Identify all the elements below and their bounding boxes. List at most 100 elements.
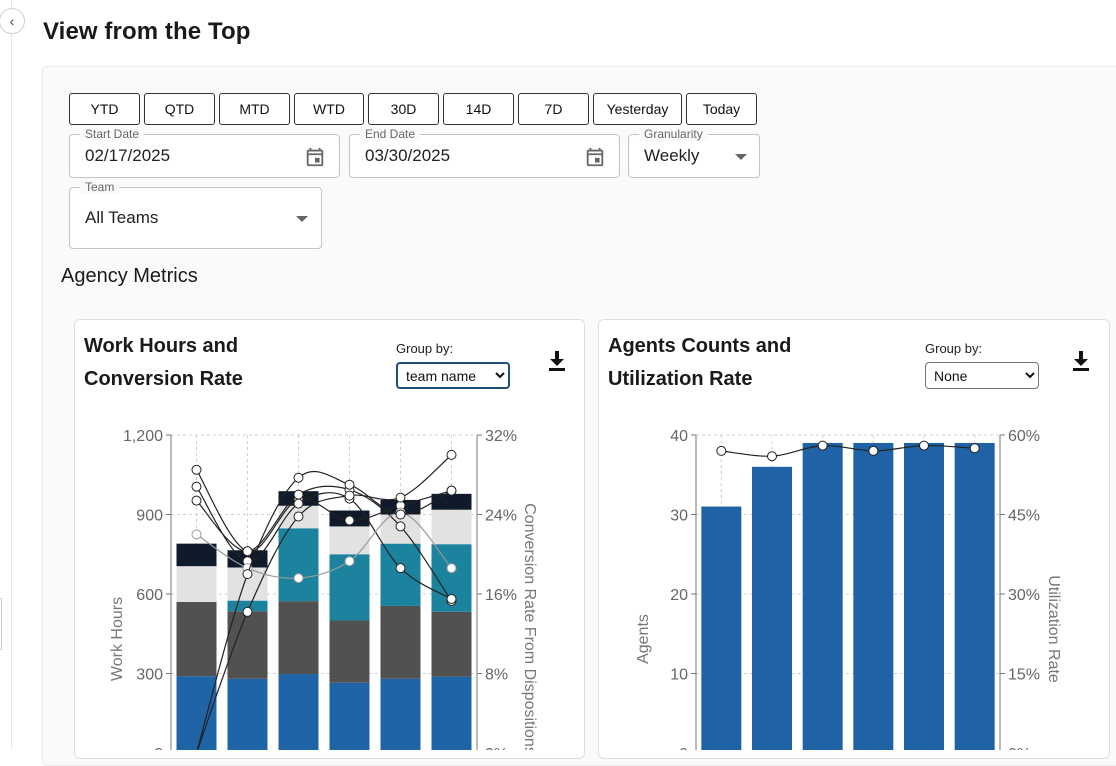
range-button-30d[interactable]: 30D	[368, 93, 439, 125]
granularity-select[interactable]: Granularity Weekly	[628, 127, 760, 178]
line-point	[395, 563, 406, 574]
line-point	[395, 509, 406, 520]
range-button-wtd[interactable]: WTD	[294, 93, 364, 125]
download-icon[interactable]	[1071, 350, 1091, 372]
granularity-value: Weekly	[644, 146, 700, 165]
bar-segment-5	[176, 543, 217, 567]
y2-tick-label: 32%	[485, 428, 517, 445]
range-button-mtd[interactable]: MTD	[219, 93, 290, 125]
line-point	[293, 472, 304, 483]
line-point	[395, 521, 406, 532]
line-point	[344, 479, 355, 490]
agents-chart: 0 10 20 30 40 0% 15% 30% 45% 60% Agents Utilization…	[635, 428, 1062, 750]
y2-tick-label: 16%	[485, 587, 517, 604]
bar-segment-1	[431, 676, 472, 750]
y2-tick-label: 45%	[1008, 508, 1040, 525]
y-tick-label: 0	[154, 746, 163, 750]
agents-card: Agents Counts and Utilization Rate Group…	[598, 319, 1110, 759]
caret-down-icon	[296, 216, 308, 222]
bar-segment-4	[431, 509, 472, 545]
bar-Agents	[752, 466, 792, 750]
line-point	[969, 443, 980, 454]
team-value: All Teams	[85, 208, 159, 227]
line-point	[446, 593, 457, 604]
line-point	[293, 489, 304, 500]
y-tick-label: 40	[670, 428, 688, 445]
bar-segment-4	[176, 566, 217, 602]
card-title: Agents Counts and Utilization Rate	[608, 335, 792, 390]
bar-segment-3	[278, 528, 319, 602]
line-point	[344, 515, 355, 526]
range-button-14d[interactable]: 14D	[443, 93, 514, 125]
y-tick-label: 0	[679, 746, 688, 750]
bar-Agents	[802, 442, 843, 750]
bar-Agents	[904, 442, 944, 750]
range-button-yesterday[interactable]: Yesterday	[593, 93, 682, 125]
line-point	[191, 481, 202, 492]
range-button-today[interactable]: Today	[686, 93, 757, 125]
calendar-icon[interactable]	[304, 146, 326, 168]
line-point	[344, 556, 355, 567]
start-date-value[interactable]: 02/17/2025	[85, 146, 171, 165]
y-tick-label: 20	[670, 587, 688, 604]
group-by-select[interactable]: None	[925, 362, 1039, 389]
y2-tick-label: 15%	[1008, 667, 1040, 684]
bar-Agents	[853, 442, 894, 750]
line-point	[293, 498, 304, 509]
group-by-select[interactable]: team name	[396, 362, 510, 389]
range-button-ytd[interactable]: YTD	[69, 93, 140, 125]
bar-segment-2	[278, 601, 319, 675]
calendar-icon[interactable]	[584, 146, 606, 168]
start-date-field[interactable]: Start Date 02/17/2025	[69, 127, 340, 178]
bar-segment-3	[380, 543, 421, 606]
download-icon[interactable]	[547, 350, 567, 372]
team-label: Team	[80, 180, 120, 194]
granularity-label: Granularity	[639, 127, 708, 141]
line-point	[293, 511, 304, 522]
y2-tick-label: 24%	[485, 508, 517, 525]
page-title: View from the Top	[43, 18, 251, 45]
line-point	[446, 563, 457, 574]
line-point	[919, 440, 929, 451]
bar-segment-5	[431, 493, 472, 510]
team-select[interactable]: Team All Teams	[69, 180, 322, 249]
y2-axis-title: Utilization Rate	[1045, 575, 1062, 683]
y2-tick-label: 0%	[485, 746, 508, 750]
bar-segment-3	[227, 600, 268, 612]
y-axis-title: Work Hours	[109, 597, 126, 681]
bar-segment-2	[176, 601, 217, 677]
range-button-7d[interactable]: 7D	[518, 93, 589, 125]
sidebar-collapse-button[interactable]: ‹	[0, 8, 25, 34]
line-point	[446, 485, 457, 496]
range-button-qtd[interactable]: QTD	[144, 93, 215, 125]
bar-segment-2	[329, 620, 370, 683]
end-date-value[interactable]: 03/30/2025	[365, 146, 451, 165]
bar-segment-2	[380, 605, 421, 679]
line-point	[868, 445, 879, 456]
bar-segment-1	[329, 682, 370, 750]
y-tick-label: 600	[136, 587, 163, 604]
bar-segment-4	[329, 526, 370, 555]
bar-segment-2	[431, 611, 472, 677]
bar-Agents	[701, 506, 742, 750]
y2-tick-label: 8%	[485, 667, 508, 684]
line-point	[191, 495, 202, 506]
bar-segment-2	[227, 611, 268, 679]
end-date-field[interactable]: End Date 03/30/2025	[349, 127, 620, 178]
sidebar-scroll-marker	[0, 598, 2, 650]
y-tick-label: 900	[136, 508, 163, 525]
bar-Agents	[954, 442, 995, 750]
work-hours-chart: 0 300 600 900 1,200 0% 8% 16% 24% 32% Work Hours Co…	[109, 428, 538, 750]
line-point	[446, 449, 457, 460]
left-sidebar	[0, 0, 12, 749]
line-point	[395, 492, 406, 503]
work-hours-card: Work Hours and Conversion Rate Group by:…	[74, 319, 585, 759]
y-tick-label: 1,200	[123, 428, 163, 445]
y2-tick-label: 30%	[1008, 587, 1040, 604]
line-point	[242, 546, 253, 557]
card-title: Work Hours and Conversion Rate	[84, 335, 243, 390]
y2-tick-label: 60%	[1008, 428, 1040, 445]
line-point	[817, 440, 828, 451]
y-axis-title: Agents	[635, 614, 652, 664]
caret-down-icon	[735, 154, 747, 160]
